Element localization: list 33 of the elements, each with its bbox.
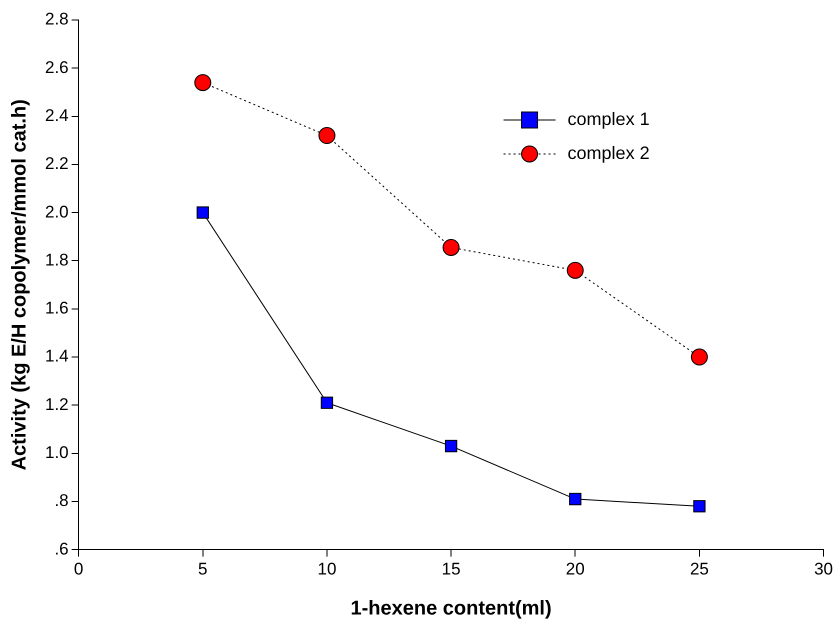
x-tick-label: 20 [566, 559, 585, 578]
y-tick-label: 1.8 [44, 250, 69, 270]
point [194, 74, 212, 92]
y-tick-label: 1.0 [44, 442, 69, 462]
x-tick-label: 30 [814, 559, 834, 578]
y-tick-label: 2.0 [44, 202, 69, 222]
legend-label: complex 1 [568, 108, 650, 129]
point [442, 238, 460, 256]
point [444, 440, 458, 452]
x-tick-label: 5 [198, 559, 208, 578]
point [566, 262, 584, 279]
y-tick-label: 2.8 [44, 10, 69, 29]
y-tick-label: 2.6 [44, 58, 69, 77]
y-tick-label: 2.4 [44, 106, 69, 125]
y-tick-label: .8 [54, 491, 69, 510]
point [320, 396, 334, 409]
point [196, 206, 209, 219]
y-tick-label: .6 [54, 539, 69, 558]
y-tick-label: 1.6 [44, 298, 69, 318]
y-axis-title: Activity (kg E/H copolymer/mmol cat.h) [8, 99, 31, 470]
x-tick-label: 10 [317, 559, 336, 578]
point [690, 348, 708, 366]
x-tick-label: 0 [74, 559, 84, 578]
point [693, 500, 706, 512]
point [569, 492, 582, 506]
point [318, 127, 336, 144]
y-tick-label: 2.2 [44, 154, 69, 174]
x-axis-title: 1-hexene content(ml) [350, 598, 552, 620]
legend-label: complex 2 [568, 142, 650, 163]
y-tick-label: 1.4 [44, 346, 69, 366]
x-tick-label: 15 [442, 559, 461, 578]
y-tick-label: 1.2 [44, 394, 69, 414]
x-tick-label: 25 [690, 559, 709, 578]
